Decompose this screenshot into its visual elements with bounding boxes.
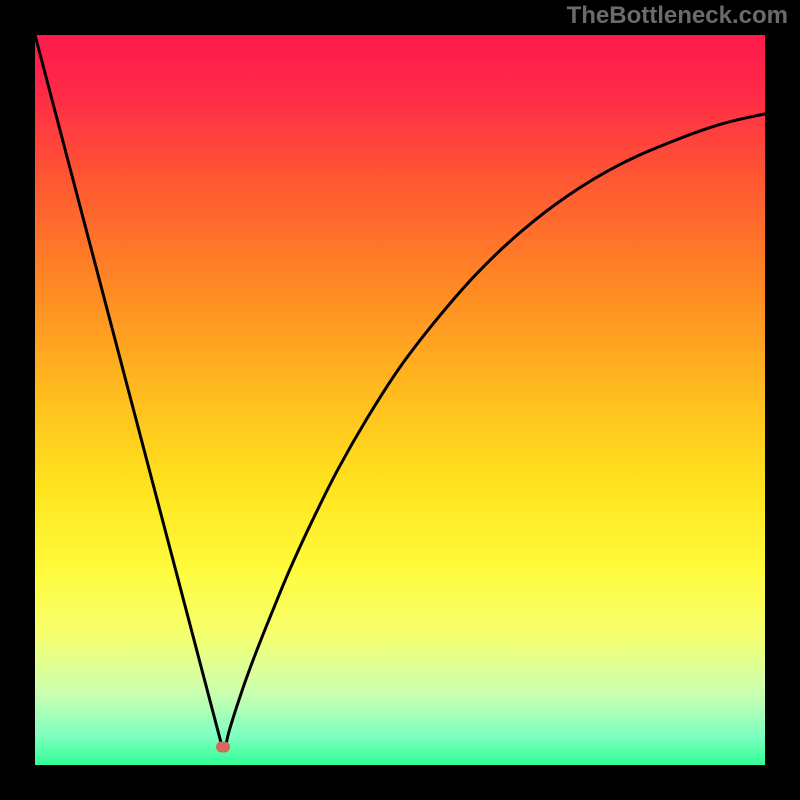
plot-area	[35, 35, 765, 765]
watermark-text: TheBottleneck.com	[567, 2, 788, 30]
chart-container: TheBottleneck.com	[0, 0, 800, 800]
minimum-marker	[216, 741, 230, 752]
gradient-background	[35, 35, 765, 765]
chart-svg	[35, 35, 765, 765]
